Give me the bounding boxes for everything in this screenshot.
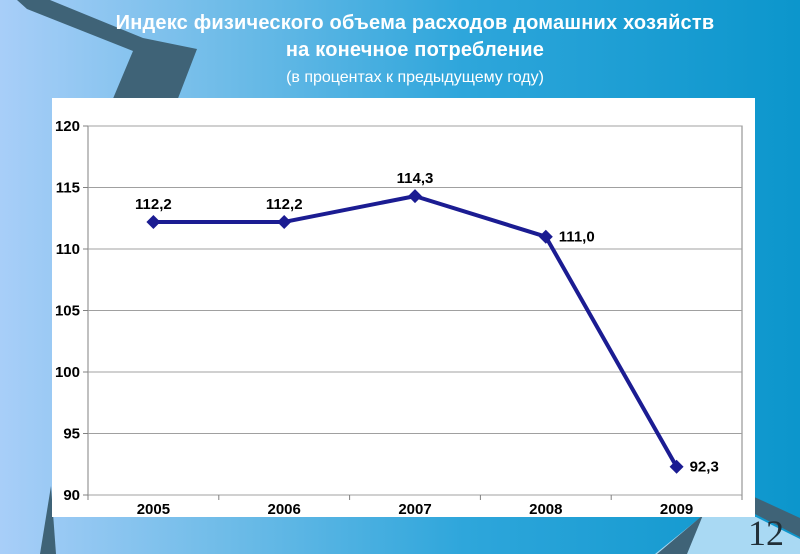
chart-panel: 90 95 100 105 110 115 120 2005 2006 2007 2008 2009 1… — [52, 98, 755, 517]
data-label: 92,3 — [690, 459, 719, 476]
corner-spike-bottom-right — [657, 515, 703, 554]
data-label: 111,0 — [559, 229, 595, 246]
x-category-label: 2008 — [529, 501, 562, 517]
data-point-marker — [277, 214, 292, 229]
data-point-marker — [408, 189, 422, 204]
data-label: 112,2 — [135, 196, 172, 213]
y-tick-label: 110 — [56, 241, 80, 258]
x-category-label: 2005 — [137, 501, 170, 517]
y-tick-label: 120 — [55, 118, 80, 135]
title-line-1: Индекс физического объема расходов домаш… — [115, 12, 715, 34]
title-line-2: на конечное потребление — [285, 39, 545, 61]
data-label: 114,3 — [397, 170, 434, 187]
line-chart: 90 95 100 105 110 115 120 2005 2006 2007 2008 2009 1… — [55, 118, 743, 517]
y-tick-label: 115 — [56, 180, 80, 197]
y-tick-label: 90 — [63, 487, 80, 504]
data-label: 112,2 — [266, 196, 303, 213]
y-tick-label: 100 — [55, 364, 80, 381]
data-point-marker — [538, 229, 553, 244]
title-line-3: (в процентах к предыдущему году) — [286, 69, 544, 86]
corner-band-bottom-right — [750, 495, 800, 537]
data-point-marker — [669, 459, 684, 474]
x-category-label: 2007 — [398, 501, 431, 517]
x-category-label: 2006 — [268, 501, 301, 517]
data-point-marker — [146, 214, 161, 229]
corner-ornament-top-left — [17, 0, 197, 101]
page-number: 12 — [748, 513, 784, 553]
y-tick-label: 105 — [55, 303, 80, 320]
slide-title: Индекс физического объема расходов домаш… — [36, 10, 794, 90]
y-tick-label: 95 — [63, 426, 80, 443]
x-category-label: 2009 — [660, 501, 693, 517]
